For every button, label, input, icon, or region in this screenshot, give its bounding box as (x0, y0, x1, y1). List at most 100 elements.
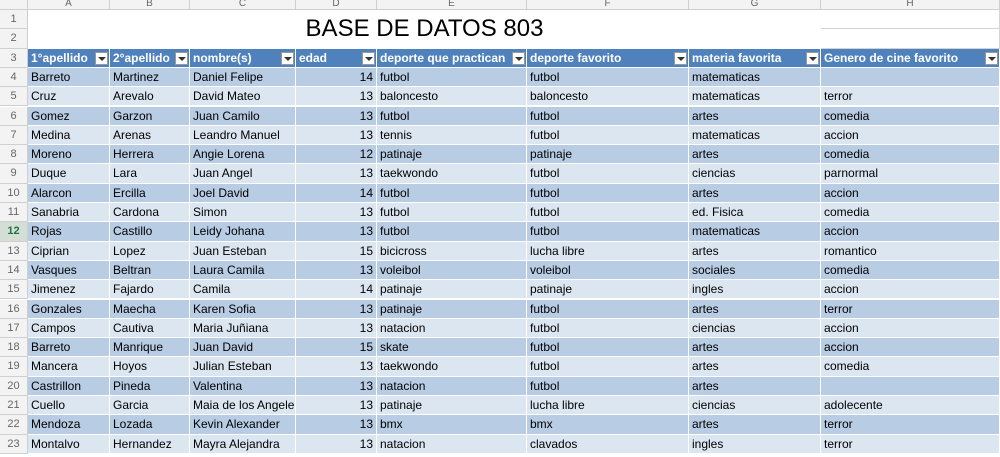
cell[interactable]: 13 (296, 260, 377, 281)
cell[interactable]: adolecente (821, 396, 1000, 416)
cell[interactable]: Karen Sofia (190, 299, 296, 319)
row-header[interactable]: 2 (0, 29, 28, 49)
cell[interactable]: 13 (296, 164, 377, 184)
cell[interactable]: 13 (296, 318, 377, 339)
row-header[interactable]: 5 (0, 87, 28, 107)
cell[interactable]: accion (821, 125, 1000, 146)
cell[interactable]: Mendoza (28, 415, 110, 435)
row-header[interactable]: 6 (0, 106, 28, 126)
cell[interactable]: Garcia (110, 396, 190, 416)
cell[interactable]: voleibol (377, 260, 527, 281)
cell[interactable]: artes (689, 145, 821, 165)
cell[interactable]: matematicas (689, 125, 821, 146)
cell[interactable]: Maria Juñiana (190, 318, 296, 339)
cell[interactable]: terror (821, 434, 1000, 454)
cell[interactable]: romantico (821, 241, 1000, 261)
cell[interactable]: natacion (377, 318, 527, 339)
cell[interactable]: Juan Esteban (190, 241, 296, 261)
cell[interactable]: ingles (689, 280, 821, 300)
cell[interactable]: futbol (527, 203, 689, 223)
cell[interactable]: Angie Lorena (190, 145, 296, 165)
cell[interactable]: David Mateo (190, 87, 296, 107)
row-header[interactable]: 4 (0, 67, 28, 88)
cell[interactable]: futbol (527, 164, 689, 184)
cell[interactable]: lucha libre (527, 396, 689, 416)
column-header[interactable]: H (821, 0, 1000, 10)
cell[interactable]: comedia (821, 357, 1000, 377)
cell[interactable]: comedia (821, 145, 1000, 165)
cell[interactable]: 13 (296, 106, 377, 126)
cell[interactable]: 13 (296, 203, 377, 223)
cell[interactable]: Maecha (110, 299, 190, 319)
cell[interactable]: futbol (527, 299, 689, 319)
filter-button[interactable] (95, 51, 108, 65)
column-header[interactable]: C (190, 0, 296, 10)
cell[interactable]: 13 (296, 434, 377, 454)
cell[interactable]: patinaje (377, 145, 527, 165)
cell[interactable]: clavados (527, 434, 689, 454)
cell[interactable]: 13 (296, 125, 377, 146)
cell[interactable]: natacion (377, 434, 527, 454)
cell[interactable]: comedia (821, 260, 1000, 281)
cell[interactable]: Arevalo (110, 87, 190, 107)
row-header[interactable]: 15 (0, 280, 28, 300)
cell[interactable]: parnormal (821, 164, 1000, 184)
cell[interactable]: Ercilla (110, 183, 190, 203)
cell[interactable]: Juan Camilo (190, 106, 296, 126)
cell[interactable]: 13 (296, 357, 377, 377)
cell[interactable]: Mayra Alejandra (190, 434, 296, 454)
cell[interactable]: Medina (28, 125, 110, 146)
cell[interactable]: Cuello (28, 396, 110, 416)
cell[interactable]: Fajardo (110, 280, 190, 300)
cell[interactable]: Lara (110, 164, 190, 184)
cell[interactable]: Hoyos (110, 357, 190, 377)
cell[interactable]: Cruz (28, 87, 110, 107)
cell[interactable]: Pineda (110, 376, 190, 396)
filter-button[interactable] (362, 51, 375, 65)
cell[interactable]: futbol (527, 106, 689, 126)
row-header[interactable]: 8 (0, 145, 28, 165)
cell[interactable]: voleibol (527, 260, 689, 281)
cell[interactable]: Hernandez (110, 434, 190, 454)
cell[interactable]: terror (821, 415, 1000, 435)
row-header[interactable]: 22 (0, 415, 28, 435)
cell[interactable]: futbol (527, 357, 689, 377)
cell[interactable]: taekwondo (377, 357, 527, 377)
column-header[interactable]: G (689, 0, 821, 10)
cell[interactable]: bmx (527, 415, 689, 435)
cell[interactable]: Gomez (28, 106, 110, 126)
cell[interactable]: 12 (296, 145, 377, 165)
cell[interactable]: accion (821, 338, 1000, 358)
cell[interactable] (821, 376, 1000, 396)
cell[interactable]: Barreto (28, 338, 110, 358)
column-header[interactable]: E (377, 0, 527, 10)
cell[interactable]: artes (689, 299, 821, 319)
cell[interactable]: Ciprian (28, 241, 110, 261)
cell[interactable]: Vasques (28, 260, 110, 281)
cell[interactable]: Cardona (110, 203, 190, 223)
cell[interactable]: Herrera (110, 145, 190, 165)
cell[interactable]: Joel David (190, 183, 296, 203)
column-header[interactable]: B (110, 0, 190, 10)
row-header[interactable]: 14 (0, 260, 28, 281)
column-header[interactable]: D (296, 0, 377, 10)
cell[interactable]: patinaje (527, 280, 689, 300)
cell[interactable]: artes (689, 415, 821, 435)
row-header[interactable]: 9 (0, 164, 28, 184)
cell[interactable]: Laura Camila (190, 260, 296, 281)
cell[interactable]: taekwondo (377, 164, 527, 184)
cell[interactable]: futbol (377, 203, 527, 223)
cell[interactable]: futbol (377, 106, 527, 126)
cell[interactable]: Castillo (110, 222, 190, 242)
cell[interactable]: futbol (527, 318, 689, 339)
cell[interactable]: sociales (689, 260, 821, 281)
cell[interactable]: Cautiva (110, 318, 190, 339)
cell[interactable]: bicicross (377, 241, 527, 261)
cell[interactable]: Campos (28, 318, 110, 339)
cell[interactable]: lucha libre (527, 241, 689, 261)
row-header[interactable]: 20 (0, 376, 28, 396)
cell[interactable]: terror (821, 87, 1000, 107)
cell[interactable]: Barreto (28, 67, 110, 88)
cell[interactable]: 13 (296, 396, 377, 416)
cell[interactable]: Juan Angel (190, 164, 296, 184)
